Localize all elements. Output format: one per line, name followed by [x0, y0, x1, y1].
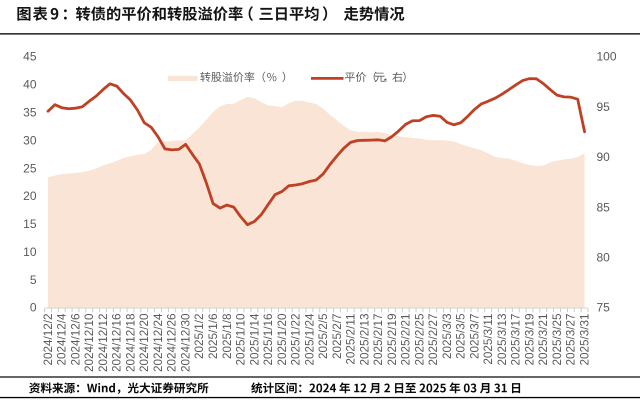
svg-text:95: 95	[597, 100, 611, 114]
svg-text:2025/1/6: 2025/1/6	[207, 314, 220, 360]
svg-text:2025/1/8: 2025/1/8	[221, 314, 234, 360]
svg-text:2025/3/25: 2025/3/25	[551, 313, 564, 365]
svg-text:85: 85	[597, 200, 611, 214]
svg-text:80: 80	[597, 251, 611, 265]
svg-text:2024/12/24: 2024/12/24	[152, 313, 165, 372]
svg-text:5: 5	[30, 273, 37, 287]
svg-text:100: 100	[597, 50, 617, 64]
svg-text:2025/1/24: 2025/1/24	[303, 313, 316, 365]
svg-text:90: 90	[597, 150, 611, 164]
svg-text:30: 30	[23, 133, 37, 147]
svg-text:2024/12/16: 2024/12/16	[111, 314, 124, 373]
svg-text:2025/3/31: 2025/3/31	[578, 314, 591, 366]
svg-text:2024/12/10: 2024/12/10	[83, 313, 96, 372]
svg-text:2025/2/25: 2025/2/25	[413, 313, 426, 365]
svg-text:2025/2/11: 2025/2/11	[345, 314, 358, 365]
svg-text:2025/2/17: 2025/2/17	[372, 314, 385, 366]
svg-text:2025/3/3: 2025/3/3	[441, 314, 454, 360]
svg-text:0: 0	[30, 301, 37, 315]
svg-text:2025/3/13: 2025/3/13	[496, 314, 509, 366]
svg-text:2025/3/19: 2025/3/19	[523, 314, 536, 366]
svg-text:40: 40	[23, 78, 37, 92]
svg-text:10: 10	[23, 245, 37, 259]
svg-text:35: 35	[23, 106, 37, 120]
svg-text:2024/12/20: 2024/12/20	[138, 313, 151, 372]
svg-text:2024/12/2: 2024/12/2	[42, 314, 55, 366]
svg-text:2025/3/21: 2025/3/21	[537, 314, 550, 366]
svg-text:2024/12/4: 2024/12/4	[56, 313, 69, 365]
svg-text:2024/12/26: 2024/12/26	[166, 314, 179, 373]
svg-text:75: 75	[597, 301, 611, 315]
svg-text:15: 15	[23, 217, 37, 231]
svg-text:2025/2/27: 2025/2/27	[427, 314, 440, 366]
svg-text:2025/3/17: 2025/3/17	[510, 314, 523, 366]
svg-text:2025/3/5: 2025/3/5	[455, 313, 468, 359]
svg-text:45: 45	[23, 50, 37, 64]
svg-text:2024/12/18: 2024/12/18	[124, 314, 137, 373]
svg-text:2025/1/10: 2025/1/10	[235, 313, 248, 365]
svg-text:2025/2/5: 2025/2/5	[317, 313, 330, 359]
svg-text:2024/12/30: 2024/12/30	[179, 313, 192, 372]
svg-text:2025/2/21: 2025/2/21	[400, 314, 413, 366]
svg-text:2024/12/6: 2024/12/6	[69, 314, 82, 366]
svg-text:2025/2/7: 2025/2/7	[331, 314, 344, 360]
svg-text:2025/1/16: 2025/1/16	[262, 314, 275, 366]
svg-text:2024/12/12: 2024/12/12	[97, 314, 110, 373]
svg-text:2025/1/14: 2025/1/14	[248, 313, 261, 365]
svg-text:25: 25	[23, 161, 37, 175]
svg-text:20: 20	[23, 189, 37, 203]
svg-text:2025/1/2: 2025/1/2	[193, 314, 206, 360]
svg-text:2025/2/13: 2025/2/13	[358, 314, 371, 366]
svg-text:2025/1/20: 2025/1/20	[276, 313, 289, 365]
svg-text:2025/2/19: 2025/2/19	[386, 314, 399, 366]
svg-text:2025/3/7: 2025/3/7	[468, 314, 481, 360]
svg-text:2025/1/22: 2025/1/22	[290, 314, 303, 366]
svg-text:2025/3/27: 2025/3/27	[565, 314, 578, 366]
svg-text:2025/3/11: 2025/3/11	[482, 314, 495, 365]
